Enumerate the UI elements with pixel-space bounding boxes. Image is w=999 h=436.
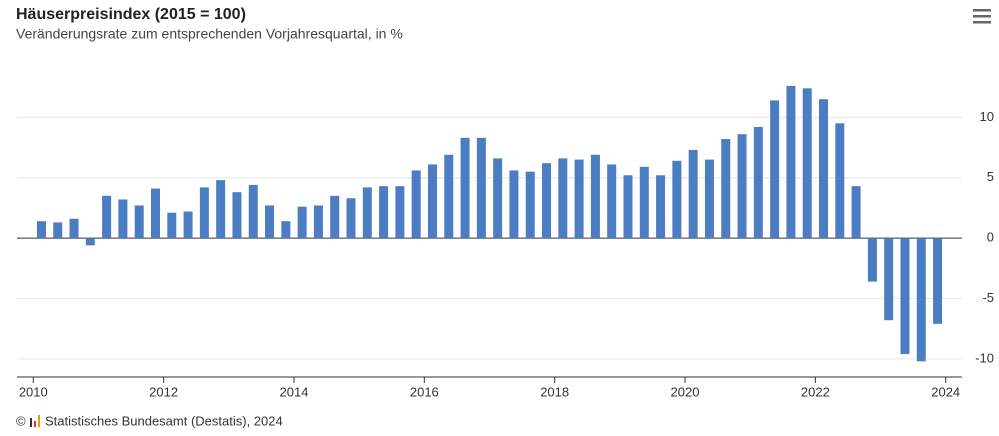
bar <box>672 160 682 239</box>
bar <box>590 154 600 239</box>
menu-bar[interactable] <box>973 9 991 12</box>
bar <box>509 170 519 239</box>
bar <box>346 198 356 239</box>
bar <box>542 163 552 239</box>
y-tick-label: -10 <box>975 350 994 365</box>
x-tick-label: 2010 <box>19 384 48 399</box>
bar <box>493 158 503 239</box>
bar <box>362 187 372 239</box>
logo-part <box>34 421 36 427</box>
bar <box>704 159 714 239</box>
copyright: © <box>16 413 26 428</box>
bar <box>118 199 128 239</box>
bar <box>281 221 291 239</box>
x-tick-label: 2020 <box>671 384 700 399</box>
bar <box>134 205 144 239</box>
bar <box>330 195 340 239</box>
logo-part <box>38 415 40 427</box>
bar <box>656 175 666 239</box>
bar <box>639 166 649 239</box>
bar <box>444 154 454 239</box>
bar <box>607 164 617 239</box>
bar <box>819 99 829 239</box>
x-tick-label: 2022 <box>801 384 830 399</box>
y-tick-label: 5 <box>987 169 994 184</box>
bar <box>916 238 926 362</box>
bar <box>297 206 307 239</box>
bar <box>69 218 79 239</box>
bar <box>721 139 731 239</box>
bar <box>460 137 470 239</box>
bar <box>199 187 209 239</box>
bar <box>688 149 698 239</box>
bar <box>574 159 584 239</box>
x-tick-label: 2012 <box>149 384 178 399</box>
bar <box>427 164 437 239</box>
y-tick-label: 10 <box>980 109 994 124</box>
bar <box>884 238 894 321</box>
bar <box>248 184 258 239</box>
bar <box>851 186 861 239</box>
bar <box>623 175 633 239</box>
bar <box>36 221 46 239</box>
bar <box>525 171 535 239</box>
x-tick-label: 2018 <box>540 384 569 399</box>
menu-bar[interactable] <box>973 15 991 18</box>
bar <box>102 195 112 239</box>
bar <box>737 134 747 239</box>
credit: Statistisches Bundesamt (Destatis), 2024 <box>45 413 283 428</box>
bar <box>395 186 405 239</box>
y-tick-label: -5 <box>982 290 994 305</box>
bar <box>933 238 943 324</box>
bar <box>53 222 63 239</box>
logo-part <box>30 418 32 427</box>
bar <box>379 186 389 239</box>
bar <box>167 212 177 239</box>
bar <box>900 238 910 355</box>
menu-bar[interactable] <box>973 21 991 24</box>
x-tick-label: 2016 <box>410 384 439 399</box>
bar <box>786 85 796 239</box>
y-tick-label: 0 <box>987 230 994 245</box>
bar <box>232 192 242 239</box>
x-tick-label: 2024 <box>931 384 960 399</box>
logo <box>30 415 40 427</box>
x-tick-label: 2014 <box>280 384 309 399</box>
bar <box>411 170 421 239</box>
bar <box>835 123 845 239</box>
bar <box>753 126 763 239</box>
bar <box>476 137 486 239</box>
bar <box>150 188 160 239</box>
menu-icon[interactable] <box>973 9 991 24</box>
bar <box>183 211 193 239</box>
bar <box>867 238 877 282</box>
bar <box>85 238 95 246</box>
bar <box>265 205 275 239</box>
bar <box>802 88 812 239</box>
bar <box>313 205 323 239</box>
bar <box>770 100 780 239</box>
bar <box>558 158 568 239</box>
bar <box>216 180 226 239</box>
chart-subtitle: Veränderungsrate zum entsprechenden Vorj… <box>16 26 403 42</box>
chart-title: Häuserpreisindex (2015 = 100) <box>16 6 246 23</box>
